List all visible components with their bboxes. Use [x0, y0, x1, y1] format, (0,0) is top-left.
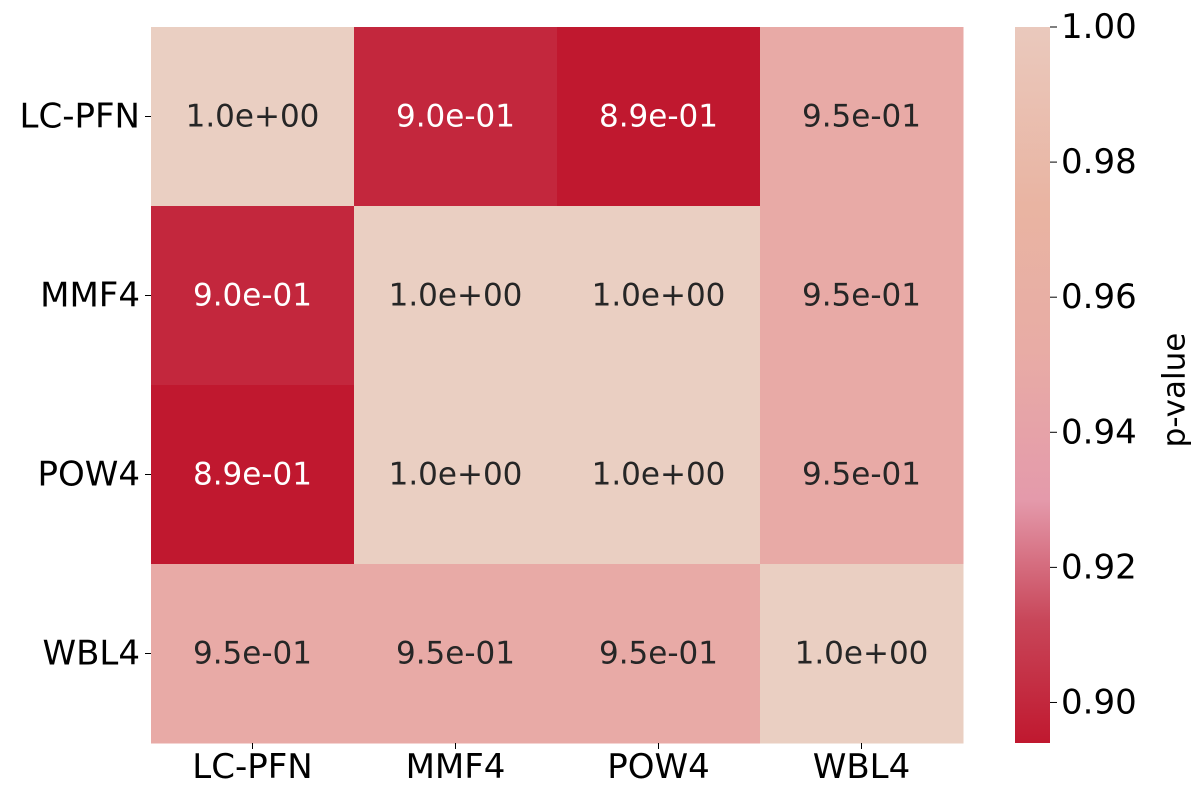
heatmap-cell	[557, 27, 761, 207]
heatmap-cell-label: 9.5e-01	[193, 636, 312, 672]
heatmap-cell-label: 9.0e-01	[396, 99, 515, 135]
heatmap-cell-label: 1.0e+00	[389, 278, 523, 314]
heatmap-cell	[760, 385, 964, 565]
heatmap-cell	[557, 385, 761, 565]
heatmap-cell-label: 1.0e+00	[389, 457, 523, 493]
heatmap-cell	[557, 564, 761, 744]
y-tick-label: POW4	[37, 455, 140, 495]
colorbar-tick-label: 1.00	[1061, 7, 1137, 47]
heatmap-cell	[760, 564, 964, 744]
heatmap-cell	[557, 206, 761, 386]
heatmap-cells	[151, 27, 964, 744]
colorbar-tick-label: 0.94	[1061, 412, 1137, 452]
y-tick-label: WBL4	[42, 634, 140, 674]
y-tick-label: MMF4	[40, 276, 140, 316]
heatmap-cell-labels: 1.0e+00 9.0e-01 8.9e-01 9.5e-01 9.0e-01 1.0e+…	[186, 99, 929, 672]
heatmap-cell	[151, 564, 355, 744]
colorbar: 0.90 0.92 0.94 0.96 0.98 1.00 p-value	[1015, 7, 1193, 743]
heatmap-cell	[151, 27, 355, 207]
heatmap-cell-label: 9.5e-01	[802, 278, 921, 314]
heatmap-cell	[151, 206, 355, 386]
heatmap-cell-label: 9.5e-01	[802, 457, 921, 493]
x-tick-label: POW4	[607, 747, 710, 787]
x-axis: LC-PFN MMF4 POW4 WBL4	[192, 743, 910, 787]
y-axis: LC-PFN MMF4 POW4 WBL4	[20, 97, 151, 674]
heatmap-cell	[354, 27, 558, 207]
heatmap-cell-label: 9.5e-01	[802, 99, 921, 135]
colorbar-ticks: 0.90 0.92 0.94 0.96 0.98 1.00	[1050, 7, 1137, 722]
colorbar-bar	[1015, 27, 1050, 743]
colorbar-tick-label: 0.98	[1061, 142, 1137, 182]
heatmap-cell-label: 1.0e+00	[795, 636, 929, 672]
heatmap-cell-label: 8.9e-01	[193, 457, 312, 493]
heatmap-cell	[354, 564, 558, 744]
heatmap-cell-label: 1.0e+00	[186, 99, 320, 135]
heatmap-cell-label: 8.9e-01	[599, 99, 718, 135]
colorbar-tick-label: 0.92	[1061, 547, 1137, 587]
heatmap-cell	[354, 206, 558, 386]
heatmap-cell	[760, 27, 964, 207]
heatmap-cell-label: 9.5e-01	[599, 636, 718, 672]
colorbar-tick-label: 0.96	[1061, 277, 1137, 317]
heatmap-cell	[760, 206, 964, 386]
colorbar-tick-label: 0.90	[1061, 682, 1137, 722]
heatmap-cell-label: 1.0e+00	[592, 278, 726, 314]
heatmap-cell	[151, 385, 355, 565]
heatmap-cell-label: 9.5e-01	[396, 636, 515, 672]
heatmap-cell-label: 1.0e+00	[592, 457, 726, 493]
x-tick-label: MMF4	[406, 747, 506, 787]
x-tick-label: LC-PFN	[192, 747, 312, 787]
heatmap-cell	[354, 385, 558, 565]
x-tick-label: WBL4	[813, 747, 911, 787]
heatmap-cell-label: 9.0e-01	[193, 278, 312, 314]
colorbar-label: p-value	[1157, 333, 1193, 448]
y-tick-label: LC-PFN	[20, 97, 140, 137]
